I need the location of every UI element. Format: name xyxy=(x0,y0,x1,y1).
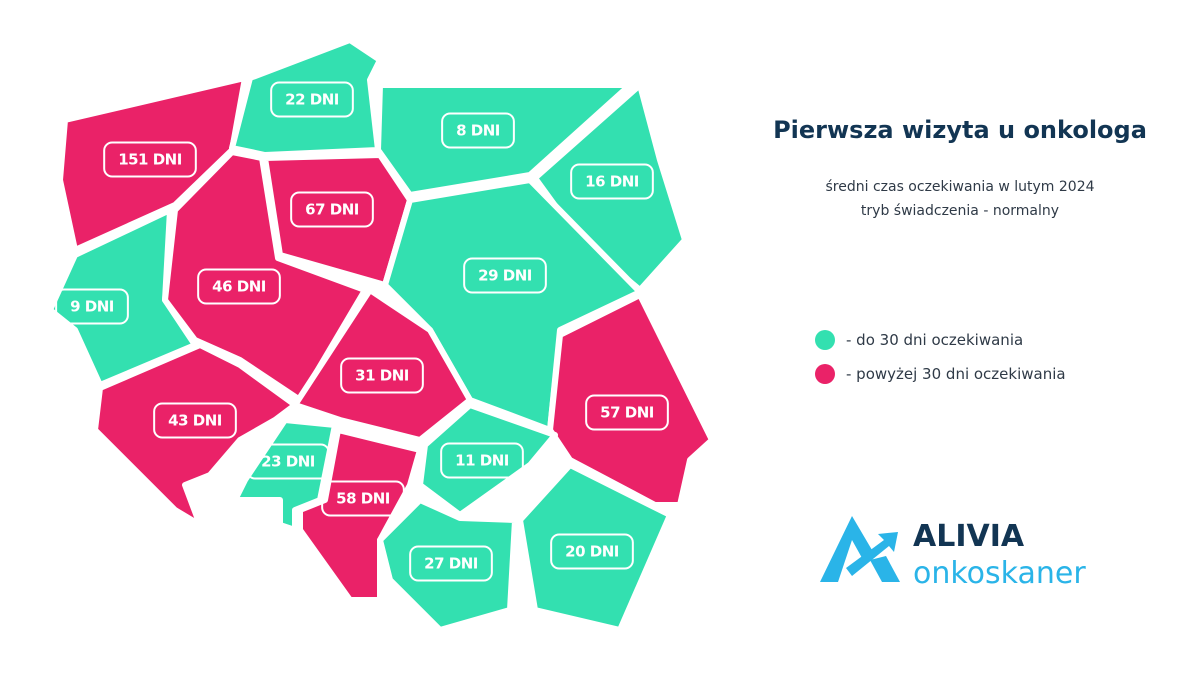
region xyxy=(57,75,248,253)
region-label: 58 DNI xyxy=(336,490,390,508)
label-box xyxy=(270,81,354,118)
label-box xyxy=(197,268,281,305)
logo: ALIVIA onkoskaner xyxy=(820,516,1086,591)
label-box xyxy=(440,442,524,479)
region-label: 9 DNI xyxy=(70,298,114,316)
region-label: 27 DNI xyxy=(424,555,478,573)
region xyxy=(377,497,518,633)
region-label: 22 DNI xyxy=(285,91,339,109)
logo-product: onkoskaner xyxy=(913,556,1086,591)
logo-icon-leg xyxy=(870,556,900,582)
region-label: 16 DNI xyxy=(585,173,639,191)
label-box xyxy=(246,443,330,480)
label-box xyxy=(55,288,129,325)
region-label: 43 DNI xyxy=(168,412,222,430)
label-box xyxy=(103,141,197,178)
region xyxy=(229,37,383,158)
region-label: 11 DNI xyxy=(455,452,509,470)
region xyxy=(375,82,633,198)
logo-icon xyxy=(820,516,872,582)
label-box xyxy=(340,357,424,394)
label-box xyxy=(463,257,547,294)
label-box xyxy=(585,394,669,431)
region-labels: 151 DNI 22 DNI 8 DNI 16 DNI 67 DNI 29 DN… xyxy=(55,81,669,582)
region-label: 31 DNI xyxy=(355,367,409,385)
legend-label: - powyżej 30 dni oczekiwania xyxy=(846,365,1066,383)
title: Pierwsza wizyta u onkologa xyxy=(773,116,1147,144)
region xyxy=(547,292,715,508)
label-box xyxy=(153,402,237,439)
region xyxy=(517,462,673,633)
label-box xyxy=(570,163,654,200)
region xyxy=(232,417,338,533)
label-box xyxy=(290,191,374,228)
region-label: 23 DNI xyxy=(261,453,315,471)
logo-brand: ALIVIA xyxy=(913,519,1025,554)
label-box xyxy=(441,112,515,149)
legend-swatch xyxy=(815,364,835,384)
region-label: 151 DNI xyxy=(118,151,182,169)
legend-swatch xyxy=(815,330,835,350)
map xyxy=(47,37,715,633)
label-box xyxy=(409,545,493,582)
logo-arrow xyxy=(846,532,898,576)
label-box xyxy=(550,533,634,570)
subtitle: tryb świadczenia - normalny xyxy=(861,203,1059,219)
region-label: 57 DNI xyxy=(600,404,654,422)
label-box xyxy=(321,480,405,517)
region-label: 29 DNI xyxy=(478,267,532,285)
region-label: 67 DNI xyxy=(305,201,359,219)
legend: - do 30 dni oczekiwania - powyżej 30 dni… xyxy=(815,330,1066,384)
region-label: 46 DNI xyxy=(212,278,266,296)
region-label: 8 DNI xyxy=(456,122,500,140)
region xyxy=(92,342,298,528)
legend-label: - do 30 dni oczekiwania xyxy=(846,331,1023,349)
region-label: 20 DNI xyxy=(565,543,619,561)
subtitle: średni czas oczekiwania w lutym 2024 xyxy=(825,179,1094,195)
